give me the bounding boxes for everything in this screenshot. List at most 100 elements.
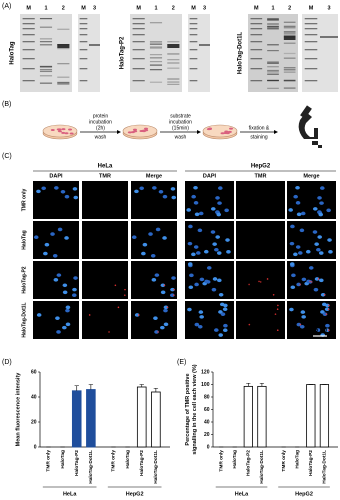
nucleus [319, 186, 325, 190]
tmr-signal [327, 329, 330, 332]
x-tick-label: HaloTag-P2 [139, 450, 145, 476]
tmr-signal [327, 308, 330, 311]
tmr-signal [157, 331, 159, 333]
cell [64, 132, 69, 135]
y-axis-label: Percentage of TMR positive [185, 373, 191, 445]
nucleus [36, 313, 42, 317]
nucleus [170, 187, 176, 191]
nucleus [297, 251, 303, 255]
lane-label: 2 [288, 5, 291, 11]
band [189, 58, 198, 60]
band [22, 18, 35, 20]
nucleus [187, 241, 193, 246]
tmr-signal [310, 281, 313, 283]
band [39, 82, 53, 84]
band [22, 49, 35, 51]
nucleus [55, 316, 60, 320]
nucleus [71, 293, 77, 298]
band [267, 28, 279, 30]
band [283, 27, 296, 29]
nucleus [212, 242, 217, 246]
band [149, 60, 163, 63]
nucleus [44, 242, 50, 247]
nucleus [64, 194, 70, 199]
step-text: staining [250, 134, 267, 140]
nucleus [191, 252, 196, 257]
band [267, 71, 279, 73]
tmr-signal [276, 308, 279, 311]
group-label: HeLa [235, 491, 249, 497]
nucleus [153, 316, 158, 320]
micrograph [131, 221, 177, 259]
band [167, 53, 180, 55]
nucleus [300, 310, 306, 314]
nucleus [295, 245, 301, 249]
band [304, 68, 318, 70]
tmr-signal [272, 293, 275, 296]
band [132, 58, 145, 60]
band [304, 23, 318, 25]
nucleus [62, 325, 67, 330]
nucleus [288, 208, 293, 212]
band [57, 28, 70, 30]
band [250, 58, 263, 60]
band [267, 23, 279, 25]
nucleus [289, 307, 294, 312]
gel-name: HaloTag-P2 [120, 36, 126, 69]
band [167, 41, 180, 43]
nucleus [322, 312, 328, 316]
band [283, 21, 296, 23]
band [250, 68, 263, 70]
band [267, 49, 279, 52]
micrograph [33, 221, 79, 259]
nucleus [152, 186, 157, 190]
error-bar [139, 384, 144, 387]
band [39, 69, 53, 71]
gel [302, 14, 338, 92]
nucleus [198, 211, 204, 216]
band [39, 26, 53, 28]
micrograph [82, 181, 128, 219]
band [267, 87, 279, 89]
y-tick-label: 0 [207, 444, 210, 450]
x-tick-label: TMR only [218, 450, 224, 472]
nucleus [206, 266, 212, 270]
lane-label: M [136, 5, 141, 11]
band [283, 42, 296, 44]
band [39, 70, 53, 73]
band [149, 81, 163, 83]
band [283, 31, 296, 33]
band [283, 57, 296, 59]
band [132, 34, 145, 36]
bar [319, 384, 330, 448]
petri-dish-rim [202, 124, 238, 138]
nucleus [293, 194, 298, 199]
nucleus [195, 251, 201, 255]
nucleus [217, 201, 222, 205]
band [149, 43, 163, 45]
nucleus [72, 187, 78, 191]
band [22, 28, 35, 30]
error-bar [246, 382, 251, 387]
tmr-signal [163, 284, 166, 287]
nucleus [293, 252, 298, 257]
band [57, 83, 70, 85]
tmr-signal [266, 278, 269, 280]
y-tick-label: 40 [204, 419, 210, 425]
bar [306, 384, 316, 448]
nucleus [214, 247, 219, 252]
band [149, 69, 163, 71]
scale-bar-label: 25 μm [313, 327, 328, 333]
nucleus [218, 333, 224, 337]
tmr-signal [166, 306, 169, 309]
nucleus [186, 208, 191, 212]
band [283, 79, 296, 81]
band [79, 34, 88, 36]
gel [248, 14, 298, 92]
band [132, 28, 145, 30]
channel: TMR [99, 173, 111, 179]
y-tick-label: 20 [31, 419, 37, 425]
y-tick-label: 120 [201, 369, 210, 375]
x-tick-label: TMR only [111, 450, 117, 472]
